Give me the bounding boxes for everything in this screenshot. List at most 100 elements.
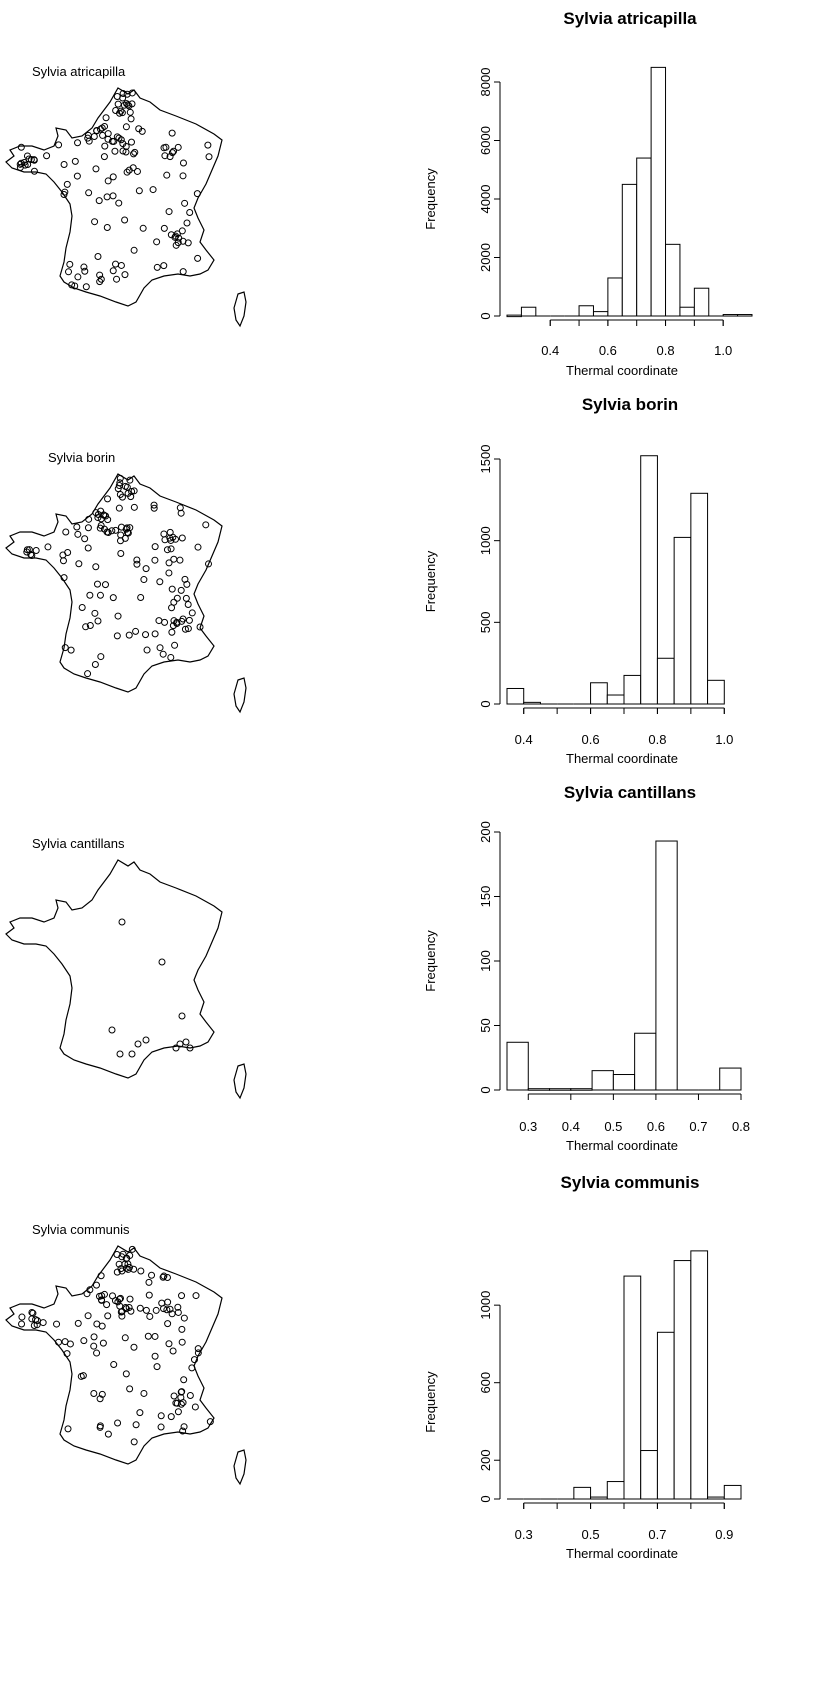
- map-title: Sylvia communis: [32, 1222, 130, 1237]
- france-map: [5, 859, 247, 1100]
- occurrence-point: [184, 601, 192, 609]
- occurrence-point: [74, 139, 82, 147]
- occurrence-point: [163, 1273, 171, 1281]
- occurrence-point: [116, 1295, 124, 1303]
- occurrence-point: [167, 545, 175, 553]
- occurrence-point: [77, 1372, 85, 1380]
- occurrence-point: [182, 594, 190, 602]
- occurrence-point: [29, 1309, 37, 1317]
- histogram-bar: [606, 1481, 625, 1500]
- histogram-bar: [578, 305, 594, 317]
- occurrence-point: [30, 156, 38, 164]
- occurrence-point: [151, 630, 159, 638]
- occurrence-point: [92, 1281, 100, 1289]
- occurrence-point: [126, 524, 134, 532]
- occurrence-point: [60, 190, 68, 198]
- chart-title: Sylvia atricapilla: [563, 9, 697, 28]
- occurrence-point: [55, 141, 63, 149]
- occurrence-point: [82, 283, 90, 291]
- occurrence-point: [168, 1310, 176, 1318]
- occurrence-point: [173, 618, 181, 626]
- x-tick-label: 0.6: [599, 343, 617, 358]
- x-tick-label: 0.7: [689, 1119, 707, 1134]
- occurrence-point: [133, 556, 141, 564]
- occurrence-point: [95, 197, 103, 205]
- occurrence-point: [82, 623, 90, 631]
- occurrence-point: [113, 275, 121, 283]
- occurrence-point: [67, 646, 75, 654]
- occurrence-point: [118, 1308, 126, 1316]
- occurrence-point: [158, 1299, 166, 1307]
- occurrence-point: [92, 563, 100, 571]
- occurrence-point: [179, 159, 187, 167]
- occurrence-point: [170, 147, 178, 155]
- occurrence-point: [137, 594, 145, 602]
- occurrence-point: [186, 208, 194, 216]
- occurrence-point: [43, 152, 51, 160]
- occurrence-point: [178, 1012, 186, 1020]
- occurrence-point: [85, 137, 93, 145]
- occurrence-point: [71, 282, 79, 290]
- occurrence-point: [127, 115, 135, 123]
- occurrence-point: [111, 147, 119, 155]
- occurrence-point: [188, 1364, 196, 1372]
- occurrence-point: [84, 670, 92, 678]
- occurrence-point: [179, 1427, 187, 1435]
- occurrence-point: [81, 267, 89, 275]
- occurrence-point: [181, 199, 189, 207]
- occurrence-point: [84, 524, 92, 532]
- occurrence-point: [109, 1292, 117, 1300]
- panel-borin: Sylvia borin Sylvia borin 0.4 0.6 0.8 1.0 The…: [0, 0, 813, 800]
- x-tick-label: 0.3: [519, 1119, 537, 1134]
- occurrence-point: [153, 238, 161, 246]
- occurrence-point: [16, 160, 24, 168]
- occurrence-point: [179, 268, 187, 276]
- occurrence-point: [172, 232, 180, 240]
- occurrence-point: [148, 1271, 156, 1279]
- occurrence-point: [142, 631, 150, 639]
- occurrence-point: [108, 1026, 116, 1034]
- x-tick-label: 0.6: [582, 732, 600, 747]
- occurrence-point: [130, 1438, 138, 1446]
- occurrence-point: [104, 135, 112, 143]
- occurrence-point: [90, 1389, 98, 1397]
- occurrence-point: [155, 617, 163, 625]
- occurrence-point: [63, 180, 71, 188]
- occurrence-point: [119, 94, 127, 102]
- occurrence-point: [167, 653, 175, 661]
- occurrence-point: [101, 142, 109, 150]
- occurrence-point: [116, 1294, 124, 1302]
- occurrence-point: [186, 1044, 194, 1052]
- occurrence-point: [101, 581, 109, 589]
- histogram-bar: [723, 1484, 742, 1500]
- occurrence-point: [180, 1423, 188, 1431]
- occurrence-point: [115, 1260, 123, 1268]
- y-axis-label: Frequency: [423, 930, 438, 992]
- occurrence-point: [164, 1320, 172, 1328]
- histogram-bar: [506, 1041, 529, 1091]
- occurrence-point: [92, 509, 100, 517]
- occurrence-point: [159, 650, 167, 658]
- x-tick-label: 0.8: [648, 732, 666, 747]
- occurrence-point: [160, 1272, 168, 1280]
- occurrence-point: [109, 594, 117, 602]
- y-tick-label: 500: [478, 611, 493, 633]
- occurrence-point: [98, 1292, 106, 1300]
- occurrence-point: [127, 1307, 135, 1315]
- occurrence-point: [108, 137, 116, 145]
- occurrence-point: [78, 604, 86, 612]
- france-outline: [5, 1245, 223, 1465]
- occurrence-point: [205, 153, 213, 161]
- occurrence-point: [64, 1425, 72, 1433]
- y-tick-label: 8000: [478, 68, 493, 97]
- chart-title: Sylvia borin: [582, 395, 678, 414]
- x-tick-label: 0.4: [515, 732, 533, 747]
- occurrence-point: [165, 208, 173, 216]
- x-tick-label: 1.0: [715, 732, 733, 747]
- occurrence-point: [17, 143, 25, 151]
- occurrence-point: [121, 1334, 129, 1342]
- occurrence-point: [140, 1389, 148, 1397]
- occurrence-point: [84, 1312, 92, 1320]
- occurrence-point: [30, 1322, 38, 1330]
- occurrence-point: [178, 617, 186, 625]
